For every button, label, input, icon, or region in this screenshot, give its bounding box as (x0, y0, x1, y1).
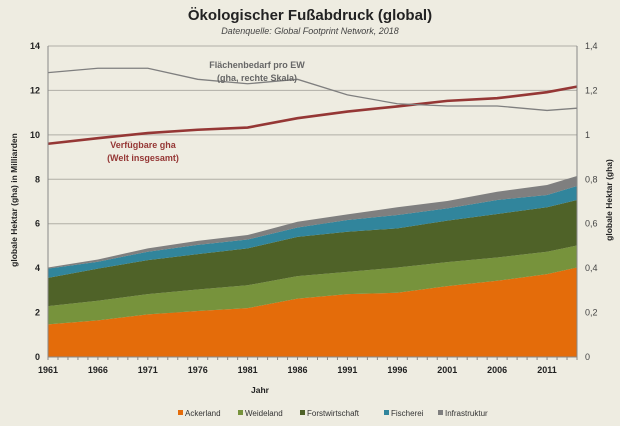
y-right-tick-label: 1,4 (585, 41, 598, 51)
x-tick-label: 1976 (188, 365, 208, 375)
annotation-available-line: Verfügbare gha (110, 140, 177, 150)
legend-label-ackerland: Ackerland (185, 409, 221, 418)
legend-swatch-forstwirtschaft (300, 410, 305, 415)
x-tick-label: 1961 (38, 365, 58, 375)
x-tick-label: 1966 (88, 365, 108, 375)
y-tick-label: 2 (35, 308, 40, 318)
area-infrastruktur (48, 175, 577, 269)
y-tick-label: 12 (30, 85, 40, 95)
annotation-footprint-line-note: (gha, rechte Skala) (217, 73, 297, 83)
x-axis-label: Jahr (251, 385, 270, 395)
x-tick-label: 2006 (487, 365, 507, 375)
legend-swatch-fischerei (384, 410, 389, 415)
x-tick-label: 1991 (337, 365, 357, 375)
legend-swatch-weideland (238, 410, 243, 415)
chart-subtitle: Datenquelle: Global Footprint Network, 2… (221, 26, 399, 36)
legend-label-infrastruktur: Infrastruktur (445, 409, 488, 418)
area-fischerei (48, 185, 577, 278)
y-tick-label: 14 (30, 41, 40, 51)
y-right-tick-label: 0,4 (585, 263, 598, 273)
line-footprint-per-capita (47, 67, 578, 112)
annotation-footprint-line: Flächenbedarf pro EW (209, 60, 305, 70)
area-weideland (48, 245, 577, 325)
x-tick-label: 2011 (537, 365, 557, 375)
legend-label-weideland: Weideland (245, 409, 283, 418)
x-tick-label: 1971 (138, 365, 158, 375)
area-ackerland (48, 267, 577, 357)
y-tick-label: 0 (35, 352, 40, 362)
chart-title: Ökologischer Fußabdruck (global) (188, 7, 432, 24)
x-tick-label: 1986 (288, 365, 308, 375)
y-right-tick-label: 1,2 (585, 85, 598, 95)
y-right-tick-label: 0,2 (585, 308, 598, 318)
legend-swatch-infrastruktur (438, 410, 443, 415)
y-tick-label: 6 (35, 219, 40, 229)
y-tick-label: 4 (35, 263, 40, 273)
y-right-tick-label: 0,6 (585, 219, 598, 229)
y-right-tick-label: 0,8 (585, 174, 598, 184)
annotation-available-line-note: (Welt insgesamt) (107, 153, 179, 163)
y-axis-right-label: globale Hektar (gha) (604, 159, 614, 241)
legend-swatch-ackerland (178, 410, 183, 415)
legend-label-fischerei: Fischerei (391, 409, 424, 418)
y-tick-label: 10 (30, 130, 40, 140)
legend-label-forstwirtschaft: Forstwirtschaft (307, 409, 360, 418)
area-forstwirtschaft (48, 199, 577, 307)
y-tick-label: 8 (35, 174, 40, 184)
x-tick-label: 1981 (238, 365, 258, 375)
y-right-tick-label: 1 (585, 130, 590, 140)
y-right-tick-label: 0 (585, 352, 590, 362)
x-tick-label: 1996 (387, 365, 407, 375)
line-available-gha (47, 85, 578, 146)
y-axis-label: globale Hektar (gha) in Milliarden (9, 133, 19, 267)
x-tick-label: 2001 (437, 365, 457, 375)
